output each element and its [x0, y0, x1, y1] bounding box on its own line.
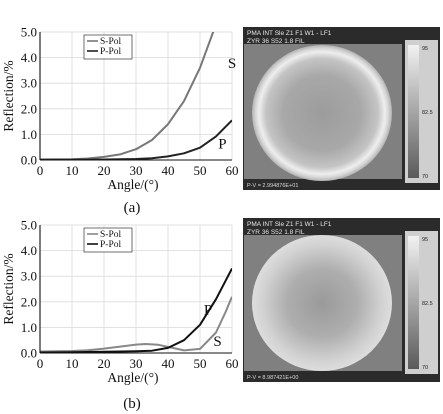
legend-box — [83, 34, 133, 60]
colorbar-min: 70 — [422, 365, 428, 371]
y-tick-label: 5.0 — [21, 25, 37, 40]
x-tick-label: 20 — [98, 163, 111, 178]
chart-a: 0 10 20 30 40 50 60 0.0 1.0 2.0 3.0 4.0 5.0 Angle/(°)… — [1, 25, 239, 193]
x-tick-label: 40 — [162, 163, 175, 178]
colorbar — [408, 236, 419, 369]
x-tick-label: 10 — [66, 356, 79, 371]
curve-label-s: S — [228, 56, 236, 72]
y-tick-label: 2.0 — [21, 101, 37, 116]
chart-b: 0 10 20 30 40 50 60 0.0 1.0 2.0 3.0 4.0 5.0 Angle/(°)… — [1, 218, 239, 386]
series-line-p-pol — [40, 268, 232, 353]
colorbar-mid: 82.5 — [422, 110, 433, 116]
colorbar-max: 95 — [422, 46, 428, 52]
colorbar-min: 70 — [422, 174, 428, 180]
y-tick-label: 2.0 — [21, 294, 37, 309]
x-tick-label: 40 — [162, 356, 175, 371]
map-header-title: PMA INT Sle Z1 F1 W1 - LF1 — [247, 30, 332, 37]
y-tick-label: 0.0 — [21, 346, 37, 361]
legend-label: S-Pol — [100, 230, 121, 240]
aperture-map — [252, 235, 392, 371]
x-tick-label: 60 — [226, 356, 239, 371]
x-tick-label: 50 — [194, 356, 207, 371]
map-header-title: PMA INT Sle Z1 F1 W1 - LF1 — [247, 221, 332, 228]
x-tick-label: 50 — [194, 163, 207, 178]
y-tick-label: 4.0 — [21, 50, 37, 65]
y-tick-label: 1.0 — [21, 320, 37, 335]
x-tick-label: 30 — [130, 163, 143, 178]
colorbar-max: 95 — [422, 237, 428, 243]
y-tick-label: 1.0 — [21, 127, 37, 142]
x-tick-label: 0 — [37, 163, 44, 178]
colorbar — [408, 45, 419, 178]
x-tick-label: 20 — [98, 356, 111, 371]
aperture-map — [252, 45, 392, 181]
y-tick-label: 3.0 — [21, 76, 37, 91]
x-tick-label: 10 — [66, 163, 79, 178]
x-tick-label: 0 — [37, 356, 44, 371]
curve-label-p: P — [204, 303, 212, 319]
map-header-sub: ZYR 36 S52 1.8 FIL — [247, 229, 305, 236]
interferogram-b: PMA INT Sle Z1 F1 W1 - LF1 ZYR 36 S52 1.… — [243, 218, 440, 382]
caption-b: (b) — [123, 396, 141, 412]
colorbar-mid: 82.5 — [422, 301, 433, 307]
legend-label: P-Pol — [100, 240, 121, 250]
y-axis-label: Reflection/% — [1, 253, 16, 324]
map-footer: P-V = 2.994876E+01 — [247, 183, 298, 189]
series-line-s-pol — [40, 296, 232, 353]
map-header-sub: ZYR 36 S52 1.8 FIL — [247, 38, 305, 45]
y-axis-label: Reflection/% — [1, 60, 16, 131]
y-tick-label: 0.0 — [21, 153, 37, 168]
x-tick-label: 30 — [130, 356, 143, 371]
curve-label-s: S — [213, 334, 221, 350]
interferogram-a: PMA INT Sle Z1 F1 W1 - LF1 ZYR 36 S52 1.… — [243, 27, 440, 190]
curve-label-p: P — [218, 136, 226, 152]
caption-a: (a) — [124, 200, 141, 216]
x-axis-label: Angle/(°) — [107, 370, 158, 385]
legend-box — [83, 227, 133, 253]
y-tick-label: 4.0 — [21, 243, 37, 258]
y-tick-label: 3.0 — [21, 269, 37, 284]
legend-label: P-Pol — [100, 47, 121, 57]
x-tick-label: 60 — [226, 163, 239, 178]
map-footer: P-V = 8.987421E+00 — [247, 375, 298, 381]
x-axis-label: Angle/(°) — [107, 177, 158, 192]
legend-label: S-Pol — [100, 37, 121, 47]
y-tick-label: 5.0 — [21, 218, 37, 233]
